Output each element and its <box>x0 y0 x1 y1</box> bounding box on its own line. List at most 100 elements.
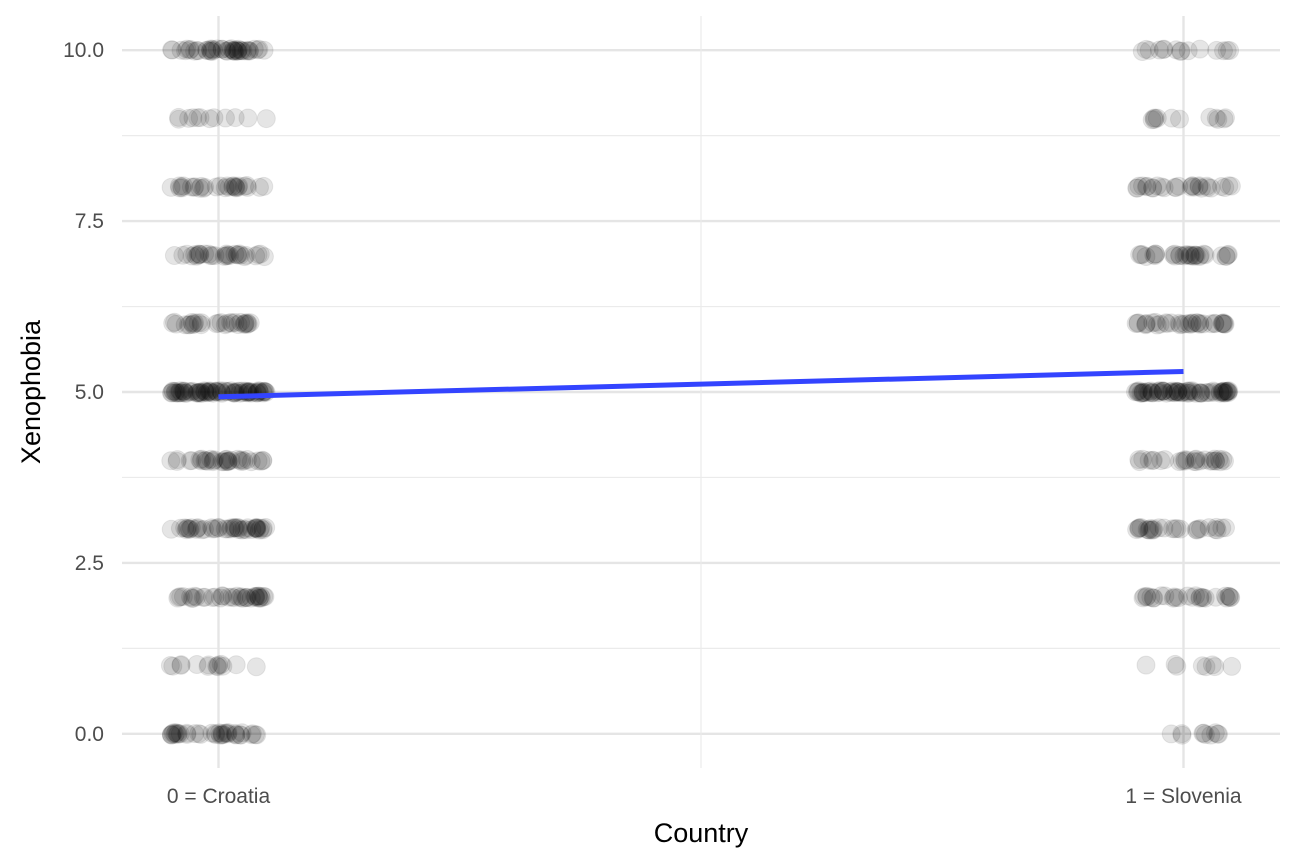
data-point <box>202 39 222 59</box>
data-point <box>1169 452 1189 472</box>
data-point <box>1178 586 1198 606</box>
data-point <box>1129 176 1149 196</box>
data-point <box>1133 449 1153 469</box>
data-point <box>1218 383 1238 403</box>
data-point <box>1192 178 1211 198</box>
data-point <box>1180 381 1199 401</box>
data-point <box>246 518 265 538</box>
data-point <box>1217 588 1236 608</box>
data-point <box>1189 176 1209 196</box>
data-point <box>226 178 246 198</box>
data-point <box>231 587 251 607</box>
data-point <box>218 451 238 471</box>
data-point <box>210 725 230 745</box>
data-point <box>1209 724 1228 744</box>
data-point <box>1218 382 1238 402</box>
data-point <box>215 178 235 198</box>
data-point <box>237 587 257 607</box>
data-point <box>215 315 235 335</box>
data-point <box>247 383 267 403</box>
data-point <box>1169 176 1189 196</box>
data-point <box>187 383 207 403</box>
data-point <box>183 108 203 128</box>
data-point <box>223 176 243 196</box>
data-point <box>1212 314 1232 334</box>
data-point <box>1195 245 1215 265</box>
data-point <box>1150 314 1170 334</box>
data-point <box>188 382 208 402</box>
data-point <box>221 313 241 332</box>
data-point <box>1146 244 1165 264</box>
data-point <box>1193 723 1213 743</box>
data-point <box>1217 382 1236 401</box>
data-point <box>242 725 261 745</box>
data-point <box>182 313 202 332</box>
data-point <box>1132 383 1152 403</box>
data-point <box>229 39 248 59</box>
data-point <box>1144 245 1164 265</box>
data-point <box>1193 588 1213 608</box>
data-point <box>164 246 184 265</box>
data-point <box>1213 313 1233 333</box>
data-point <box>1153 381 1173 401</box>
data-point <box>235 314 255 334</box>
data-point <box>1219 176 1239 196</box>
data-point <box>1166 381 1186 401</box>
data-point <box>251 518 271 538</box>
data-point <box>1218 244 1238 264</box>
data-point <box>237 41 257 61</box>
data-point <box>226 725 246 745</box>
data-point <box>1221 588 1241 607</box>
data-point <box>1143 313 1163 333</box>
data-point <box>181 587 200 607</box>
data-point <box>253 450 273 470</box>
data-point <box>1152 177 1172 197</box>
data-point <box>1154 178 1174 198</box>
data-point <box>225 313 245 332</box>
data-point <box>1155 586 1175 606</box>
data-point <box>230 245 250 265</box>
data-point <box>1217 381 1237 401</box>
data-point <box>1186 520 1206 540</box>
data-point <box>225 108 245 128</box>
data-point <box>187 383 207 403</box>
data-point <box>194 178 213 198</box>
data-point <box>1151 586 1171 606</box>
data-point <box>209 655 228 675</box>
data-point <box>248 451 268 471</box>
data-point <box>1200 451 1220 471</box>
data-point <box>225 244 245 264</box>
data-point <box>184 177 204 197</box>
data-point <box>188 313 208 333</box>
data-point <box>212 39 232 59</box>
data-point <box>1157 314 1177 334</box>
data-point <box>205 519 225 539</box>
data-point <box>1155 450 1175 470</box>
data-point <box>1188 519 1208 539</box>
data-point <box>1163 245 1183 265</box>
data-point <box>246 518 266 538</box>
data-point <box>1212 382 1232 402</box>
data-point <box>161 724 181 744</box>
data-point <box>237 588 257 608</box>
data-point <box>227 586 247 606</box>
data-point <box>254 40 274 60</box>
data-point <box>236 588 256 608</box>
data-point <box>192 520 212 540</box>
data-point <box>1190 314 1210 334</box>
data-point <box>1170 109 1189 129</box>
data-point <box>238 108 258 128</box>
data-point <box>1198 178 1218 197</box>
data-point <box>189 724 209 744</box>
data-point <box>163 724 183 744</box>
data-point <box>1139 383 1159 402</box>
data-point <box>228 41 248 61</box>
data-point <box>165 312 184 332</box>
data-point <box>1128 313 1148 333</box>
data-point <box>161 451 181 471</box>
data-point <box>1153 40 1173 59</box>
data-point <box>228 449 248 469</box>
data-point <box>170 178 190 198</box>
data-point <box>218 723 238 743</box>
